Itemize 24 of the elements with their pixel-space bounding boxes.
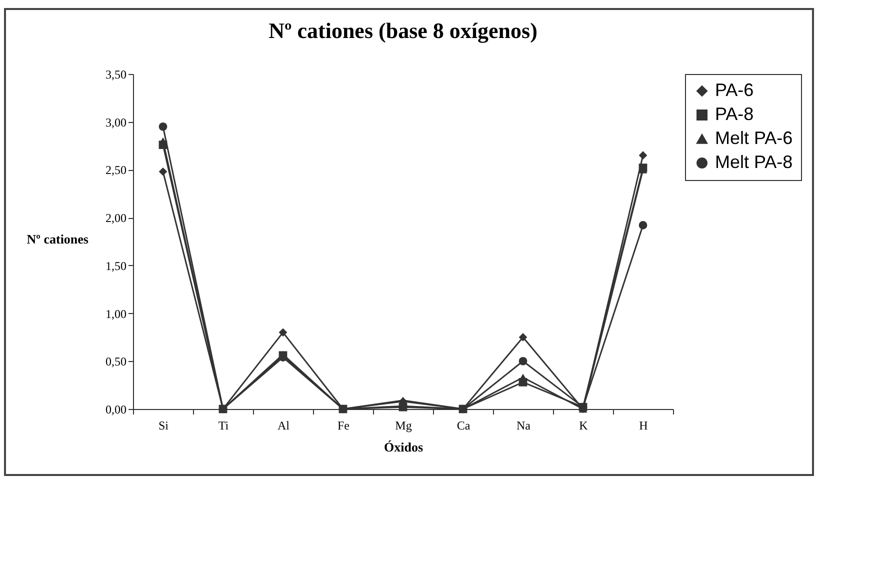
x-tick-label: Mg [395,418,412,432]
x-tick-label: Si [158,418,170,432]
y-axis-title: Nº cationes [26,232,88,246]
y-tick-label: 1,50 [106,258,126,273]
x-tick-label: Ca [456,418,471,432]
x-tick-label: Na [516,418,532,432]
legend-label: Melt PA-6 [715,128,793,148]
x-tick-label: Ti [218,418,230,432]
y-tick-label: 3,00 [106,115,126,130]
x-tick-label: Fe [338,418,350,432]
legend-label: Melt PA-8 [715,152,793,172]
legend-label: PA-6 [715,80,754,100]
y-tick-label: 0,50 [106,354,126,369]
legend-label: PA-8 [715,104,754,124]
x-tick-label: H [639,418,648,432]
chart-title: Nº cationes (base 8 oxígenos) [268,18,538,43]
y-tick-label: 1,00 [106,306,126,321]
x-tick-label: Al [278,418,290,432]
y-tick-label: 3,50 [106,68,126,82]
y-tick-label: 2,00 [106,211,126,226]
x-tick-label: K [579,418,588,432]
x-axis-title: Óxidos [384,440,424,454]
y-tick-label: 0,00 [106,402,126,416]
y-tick-label: 2,50 [106,163,126,178]
